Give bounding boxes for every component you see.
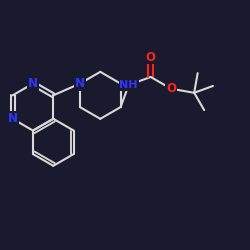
- Text: O: O: [146, 50, 156, 64]
- Text: N: N: [28, 77, 38, 90]
- Text: N: N: [8, 112, 18, 125]
- Text: NH: NH: [120, 80, 138, 90]
- Text: N: N: [75, 77, 85, 90]
- Text: O: O: [166, 82, 176, 95]
